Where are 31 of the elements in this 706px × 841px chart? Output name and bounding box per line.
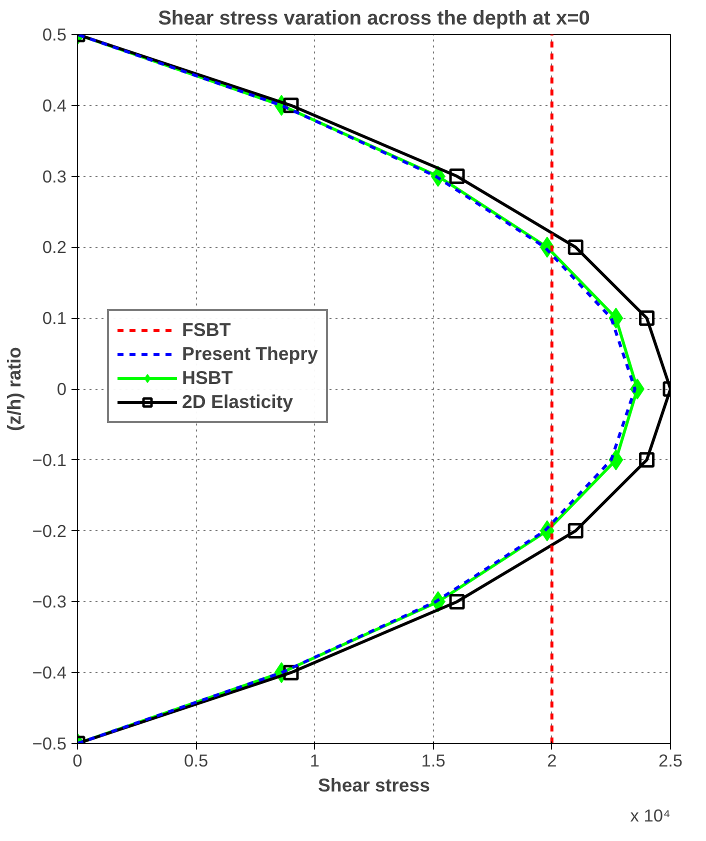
y-tick-label: −0.5	[32, 734, 67, 754]
y-tick-label: −0.2	[32, 520, 67, 541]
y-tick-label: 0.1	[42, 308, 67, 328]
x-tick-label: 0.5	[184, 750, 208, 770]
x-tick-label: 1.5	[421, 750, 446, 770]
point	[568, 523, 584, 539]
text: x 10⁴	[630, 806, 671, 826]
point	[639, 310, 655, 326]
y-tick-label: −0.3	[32, 592, 67, 612]
y-tick-label: −0.1	[32, 450, 67, 470]
x-tick-label: 0	[72, 750, 82, 770]
legend-label: 2D Elasticity	[182, 391, 293, 413]
legend-label: FSBT	[182, 319, 231, 341]
x-tick-label: 2.5	[658, 750, 683, 770]
y-tick-label: −0.4	[32, 662, 67, 683]
point	[449, 168, 465, 184]
legend-label: HSBT	[182, 367, 233, 389]
y-tick-label: 0.3	[42, 166, 67, 186]
point	[568, 239, 584, 255]
y-tick-label: 0.4	[42, 95, 67, 116]
chart-title: Shear stress varation across the depth at x=0	[158, 8, 590, 30]
x-axis-title: Shear stress	[318, 774, 430, 796]
x-tick-label: 1	[310, 750, 320, 770]
x-tick-label: 2	[547, 750, 557, 770]
y-axis-title: (z/h) ratio	[3, 347, 24, 431]
y-tick-label: 0	[56, 379, 67, 399]
legend-label: Present Thepry	[182, 343, 318, 365]
point	[639, 452, 655, 468]
point	[449, 594, 465, 610]
y-tick-label: 0.5	[42, 24, 67, 44]
y-tick-label: 0.2	[42, 237, 67, 258]
